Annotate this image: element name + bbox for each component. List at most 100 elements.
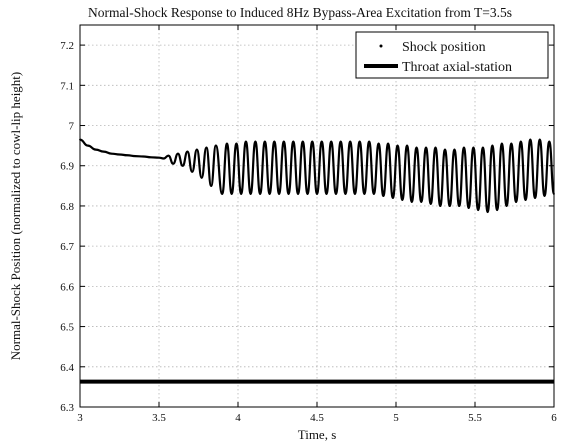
shock-position-point [391, 197, 394, 199]
shock-position-point [425, 146, 427, 149]
shock-position-point [410, 201, 413, 203]
y-tick-label: 7 [69, 121, 75, 133]
shock-position-point [172, 162, 175, 165]
shock-position-point [401, 199, 404, 201]
shock-position-point [463, 146, 465, 149]
y-tick-label: 6.9 [60, 161, 74, 173]
shock-position-point [515, 201, 517, 203]
shock-position-point [196, 148, 198, 151]
chart-title: Normal-Shock Response to Induced 8Hz Byp… [88, 5, 512, 20]
legend-box [355, 31, 549, 79]
shock-position-point [472, 146, 475, 149]
shock-position-point [500, 142, 503, 145]
shock-position-point [158, 156, 160, 159]
shock-position-point [354, 192, 356, 195]
shock-position-point [524, 199, 527, 201]
legend-label: Throat axial-station [402, 60, 512, 75]
shock-position-point [467, 207, 470, 209]
shock-position-point [406, 144, 408, 147]
y-tick-label: 6.3 [60, 402, 74, 414]
shock-position-point [368, 140, 371, 143]
shock-position-point [534, 197, 536, 199]
shock-position-point [142, 155, 145, 158]
shock-position-point [287, 192, 290, 195]
shock-position-point [363, 192, 366, 195]
y-tick-label: 6.6 [60, 281, 74, 293]
shock-position-point [181, 164, 184, 167]
shock-position-point [491, 144, 494, 147]
shock-position-point [292, 140, 295, 143]
shock-position-point [320, 140, 323, 143]
shock-position-point [282, 140, 285, 143]
shock-position-point [429, 203, 432, 205]
x-tick-label: 4 [235, 412, 241, 424]
shock-position-point [505, 205, 508, 207]
plot-area [80, 25, 554, 407]
y-tick-label: 7.2 [60, 40, 74, 52]
y-tick-label: 7.1 [60, 80, 74, 92]
shock-position-point [377, 142, 380, 145]
y-tick-label: 6.5 [60, 322, 74, 334]
shock-position-point [415, 146, 418, 149]
shock-position-point [448, 205, 451, 207]
shock-position-point [249, 192, 252, 195]
shock-position-point [240, 192, 243, 195]
grid [80, 25, 554, 407]
x-tick-label: 6 [551, 412, 557, 424]
shock-position-point [259, 192, 262, 195]
x-tick-label: 4.5 [310, 412, 324, 424]
shock-position-point [344, 192, 347, 195]
shock-position-point [118, 153, 121, 156]
y-tick-label: 6.7 [60, 241, 74, 253]
shock-position-point [382, 194, 385, 197]
legend-swatch-shock-position [379, 44, 383, 48]
shock-position-point [529, 138, 532, 141]
x-axis-label: Time, s [298, 427, 337, 442]
shock-position-point [214, 144, 217, 147]
shock-position-point [297, 192, 299, 195]
shock-position-point [335, 192, 337, 195]
y-tick-label: 6.4 [60, 362, 74, 374]
shock-position-point [191, 170, 194, 173]
shock-position-point [325, 192, 328, 195]
legend: Shock position Throat axial-station [355, 31, 549, 79]
shock-position-point [349, 140, 352, 143]
shock-position-point [439, 205, 442, 207]
shock-position-point [548, 140, 551, 143]
legend-label: Shock position [402, 40, 486, 55]
shock-position-point [510, 142, 513, 145]
shock-position-point [372, 192, 375, 195]
series-layer [79, 138, 556, 384]
shock-position-point [230, 192, 233, 195]
shock-position-point [538, 138, 541, 141]
shock-position-point [273, 140, 276, 143]
shock-position-point [453, 148, 456, 151]
shock-position-point [87, 144, 89, 147]
y-axis-label: Normal-Shock Position (normalized to cow… [8, 72, 23, 360]
shock-position-point [162, 157, 165, 160]
shock-position-point [434, 146, 437, 149]
shock-position-point [200, 176, 203, 179]
shock-position-point [226, 142, 228, 145]
shock-position-point [126, 154, 129, 157]
shock-position-point [278, 192, 280, 195]
shock-position-point [205, 146, 208, 149]
shock-position-point [94, 148, 97, 151]
shock-position-point [301, 140, 304, 143]
shock-position-point [387, 142, 389, 145]
shock-position-point [221, 192, 224, 195]
shock-position-point [134, 155, 137, 157]
shock-position-point [420, 201, 423, 203]
shock-position-point [396, 144, 399, 147]
shock-position-point [339, 140, 342, 143]
shock-position-point [482, 146, 484, 149]
x-tick-label: 3.5 [152, 412, 166, 424]
ticks: 3 3.5 4 4.5 5 5.5 6 6.3 6.4 6.5 6.6 6.7 6.8 6.9 7 7.1 7.… [60, 25, 557, 424]
shock-position-point [486, 211, 489, 213]
shock-position-point [167, 154, 170, 157]
shock-position-point [306, 192, 309, 195]
shock-position-point [150, 156, 153, 159]
shock-position-point [458, 205, 461, 207]
shock-position-point [254, 140, 257, 143]
